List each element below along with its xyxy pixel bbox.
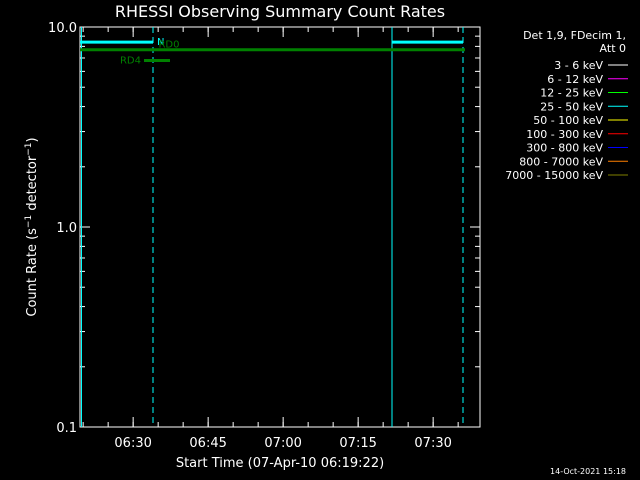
flag-bar-label: N [157,37,164,48]
x-tick-label: 07:30 [414,436,451,451]
y-tick-label: 10.0 [48,21,77,36]
legend-header: Det 1,9, FDecim 1, [523,29,626,42]
x-tick-label: 07:15 [339,436,376,451]
legend-entry-label: 800 - 7000 keV [519,155,603,168]
legend-entry-label: 7000 - 15000 keV [505,169,603,182]
x-tick-label: 06:45 [189,436,226,451]
footer-date: 14-Oct-2021 15:18 [550,467,626,476]
chart-title: RHESSI Observing Summary Count Rates [115,2,445,21]
y-tick-label: 1.0 [56,221,77,236]
flag-bar-label: RD0 [158,40,179,51]
legend-entry-label: 50 - 100 keV [533,114,603,127]
flag-bar-label: RD4 [120,55,141,66]
legend-entry-label: 25 - 50 keV [540,100,603,113]
legend-entry-label: 100 - 300 keV [526,128,603,141]
legend-header: Att 0 [600,42,626,55]
y-tick-label: 0.1 [56,421,77,436]
x-axis-label: Start Time (07-Apr-10 06:19:22) [176,456,384,471]
legend-entry-label: 300 - 800 keV [526,142,603,155]
y-axis-label: Count Rate (s−1 detector−1) [24,137,40,316]
legend-entry-label: 3 - 6 keV [554,59,603,72]
x-tick-label: 06:30 [114,436,151,451]
x-tick-label: 07:00 [264,436,301,451]
legend-entry-label: 12 - 25 keV [540,87,603,100]
legend-entry-label: 6 - 12 keV [547,73,603,86]
